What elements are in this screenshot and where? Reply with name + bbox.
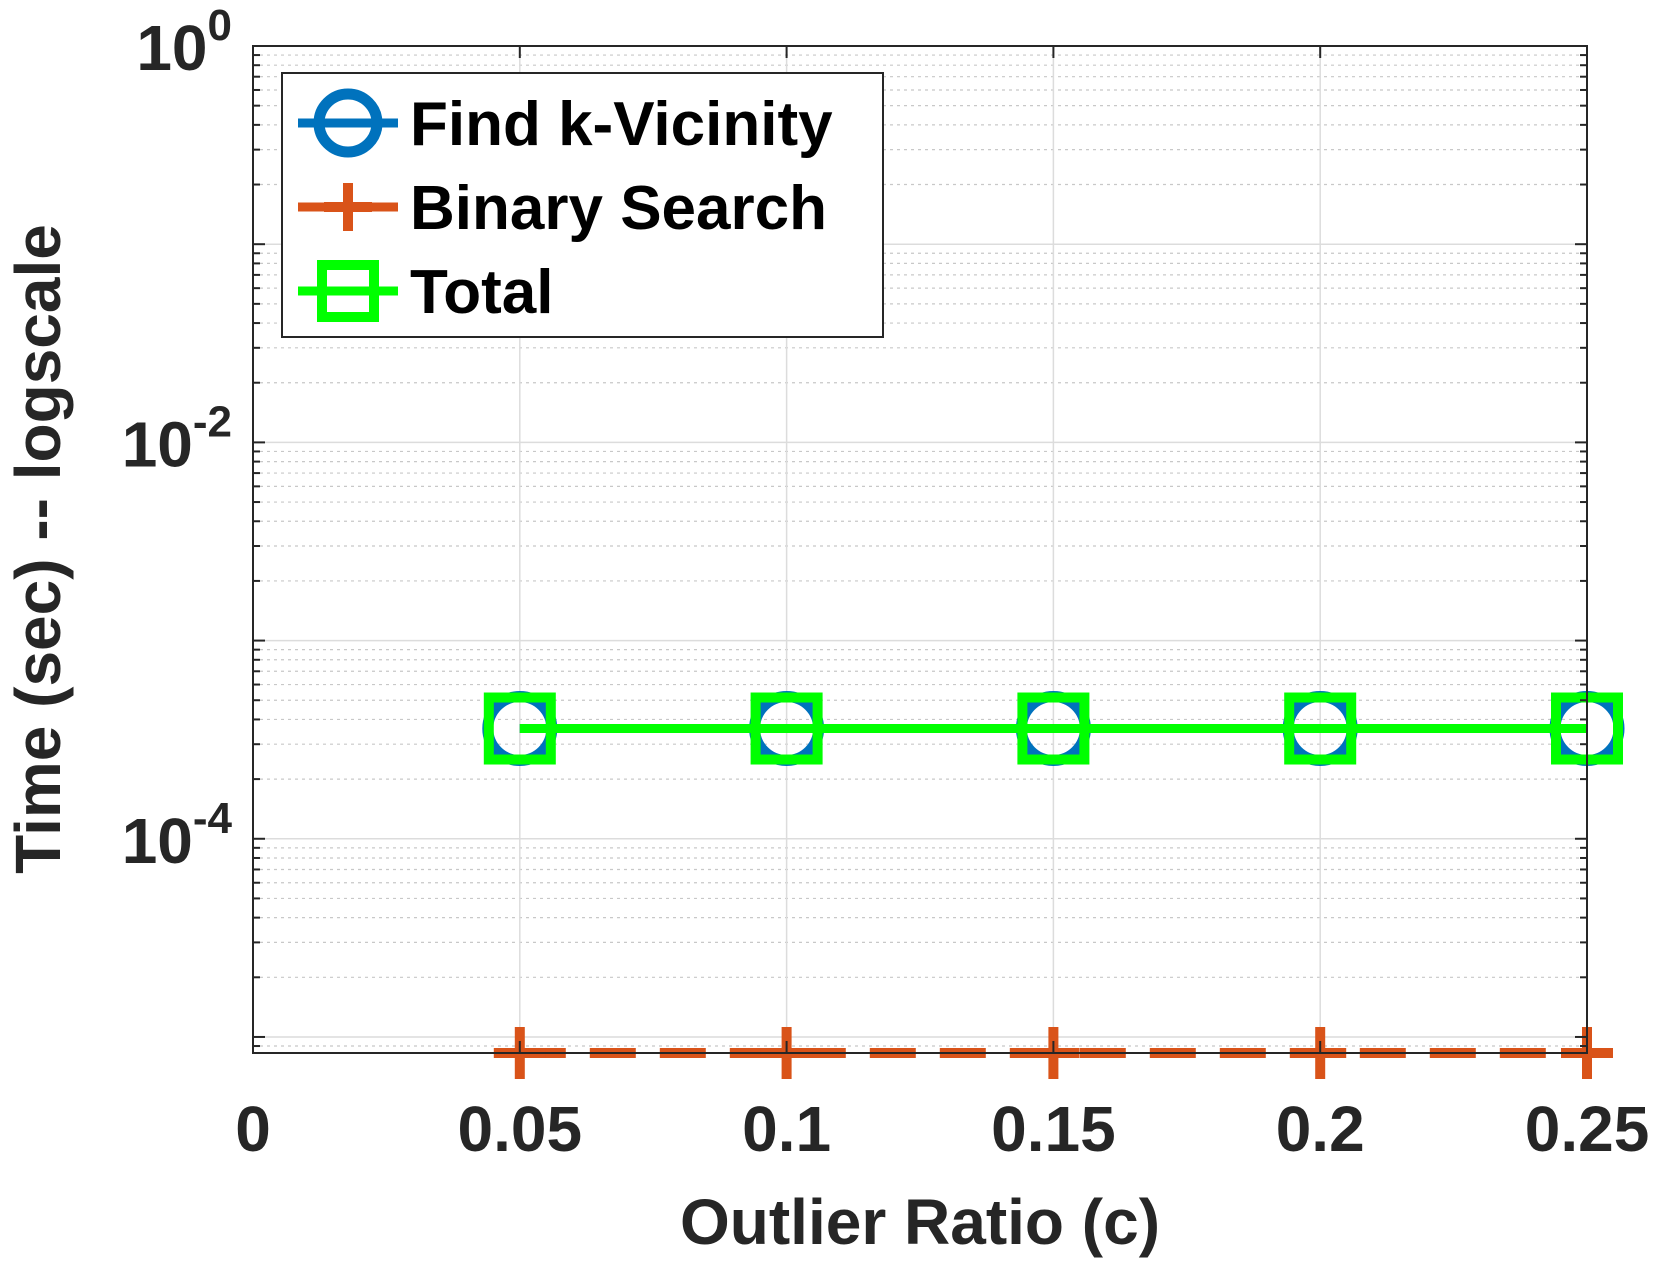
- data-point: [1017, 692, 1090, 765]
- x-tick-label: 0.1: [742, 1093, 831, 1165]
- y-tick-label: 100: [136, 1, 232, 84]
- y-tick-label: 10-2: [122, 397, 232, 480]
- x-tick-label: 0.05: [458, 1093, 583, 1165]
- legend-marker: [313, 88, 383, 158]
- x-axis-title: Outlier Ratio (c): [680, 1186, 1160, 1258]
- legend-entry-2: Total: [298, 258, 554, 327]
- x-tick-label: 0.2: [1276, 1093, 1365, 1165]
- y-tick-labels: 100 10-2 10-4: [122, 1, 233, 877]
- marker-square: [1017, 692, 1090, 765]
- y-tick-label: 10-4: [122, 794, 233, 877]
- x-tick-label: 0.25: [1525, 1093, 1650, 1165]
- legend-entry-1: Binary Search: [298, 174, 827, 243]
- legend: Find k-Vicinity Binary Search Total: [281, 72, 884, 338]
- marker-circle: [313, 88, 383, 158]
- y-axis-title: Time (sec) -- logscale: [2, 224, 74, 874]
- marker-square: [483, 692, 556, 765]
- marker-square: [1284, 692, 1357, 765]
- plot-frame: [252, 45, 1588, 1054]
- legend-marker: [317, 260, 379, 322]
- ticks: [252, 45, 1588, 1053]
- legend-label: Find k-Vicinity: [410, 90, 833, 159]
- data-point: [483, 692, 556, 765]
- marker-square: [317, 260, 379, 322]
- x-tick-label: 0: [235, 1093, 271, 1165]
- legend-label: Binary Search: [410, 174, 827, 243]
- legend-marker: [324, 183, 372, 231]
- series-2: [483, 692, 1623, 765]
- data-point: [1284, 692, 1357, 765]
- data-point: [750, 692, 823, 765]
- x-tick-labels: 0 0.05 0.1 0.15 0.2 0.25: [235, 1093, 1649, 1165]
- legend-label: Total: [410, 258, 554, 327]
- marker-square: [750, 692, 823, 765]
- x-tick-label: 0.15: [991, 1093, 1116, 1165]
- legend-entry-0: Find k-Vicinity: [298, 88, 833, 159]
